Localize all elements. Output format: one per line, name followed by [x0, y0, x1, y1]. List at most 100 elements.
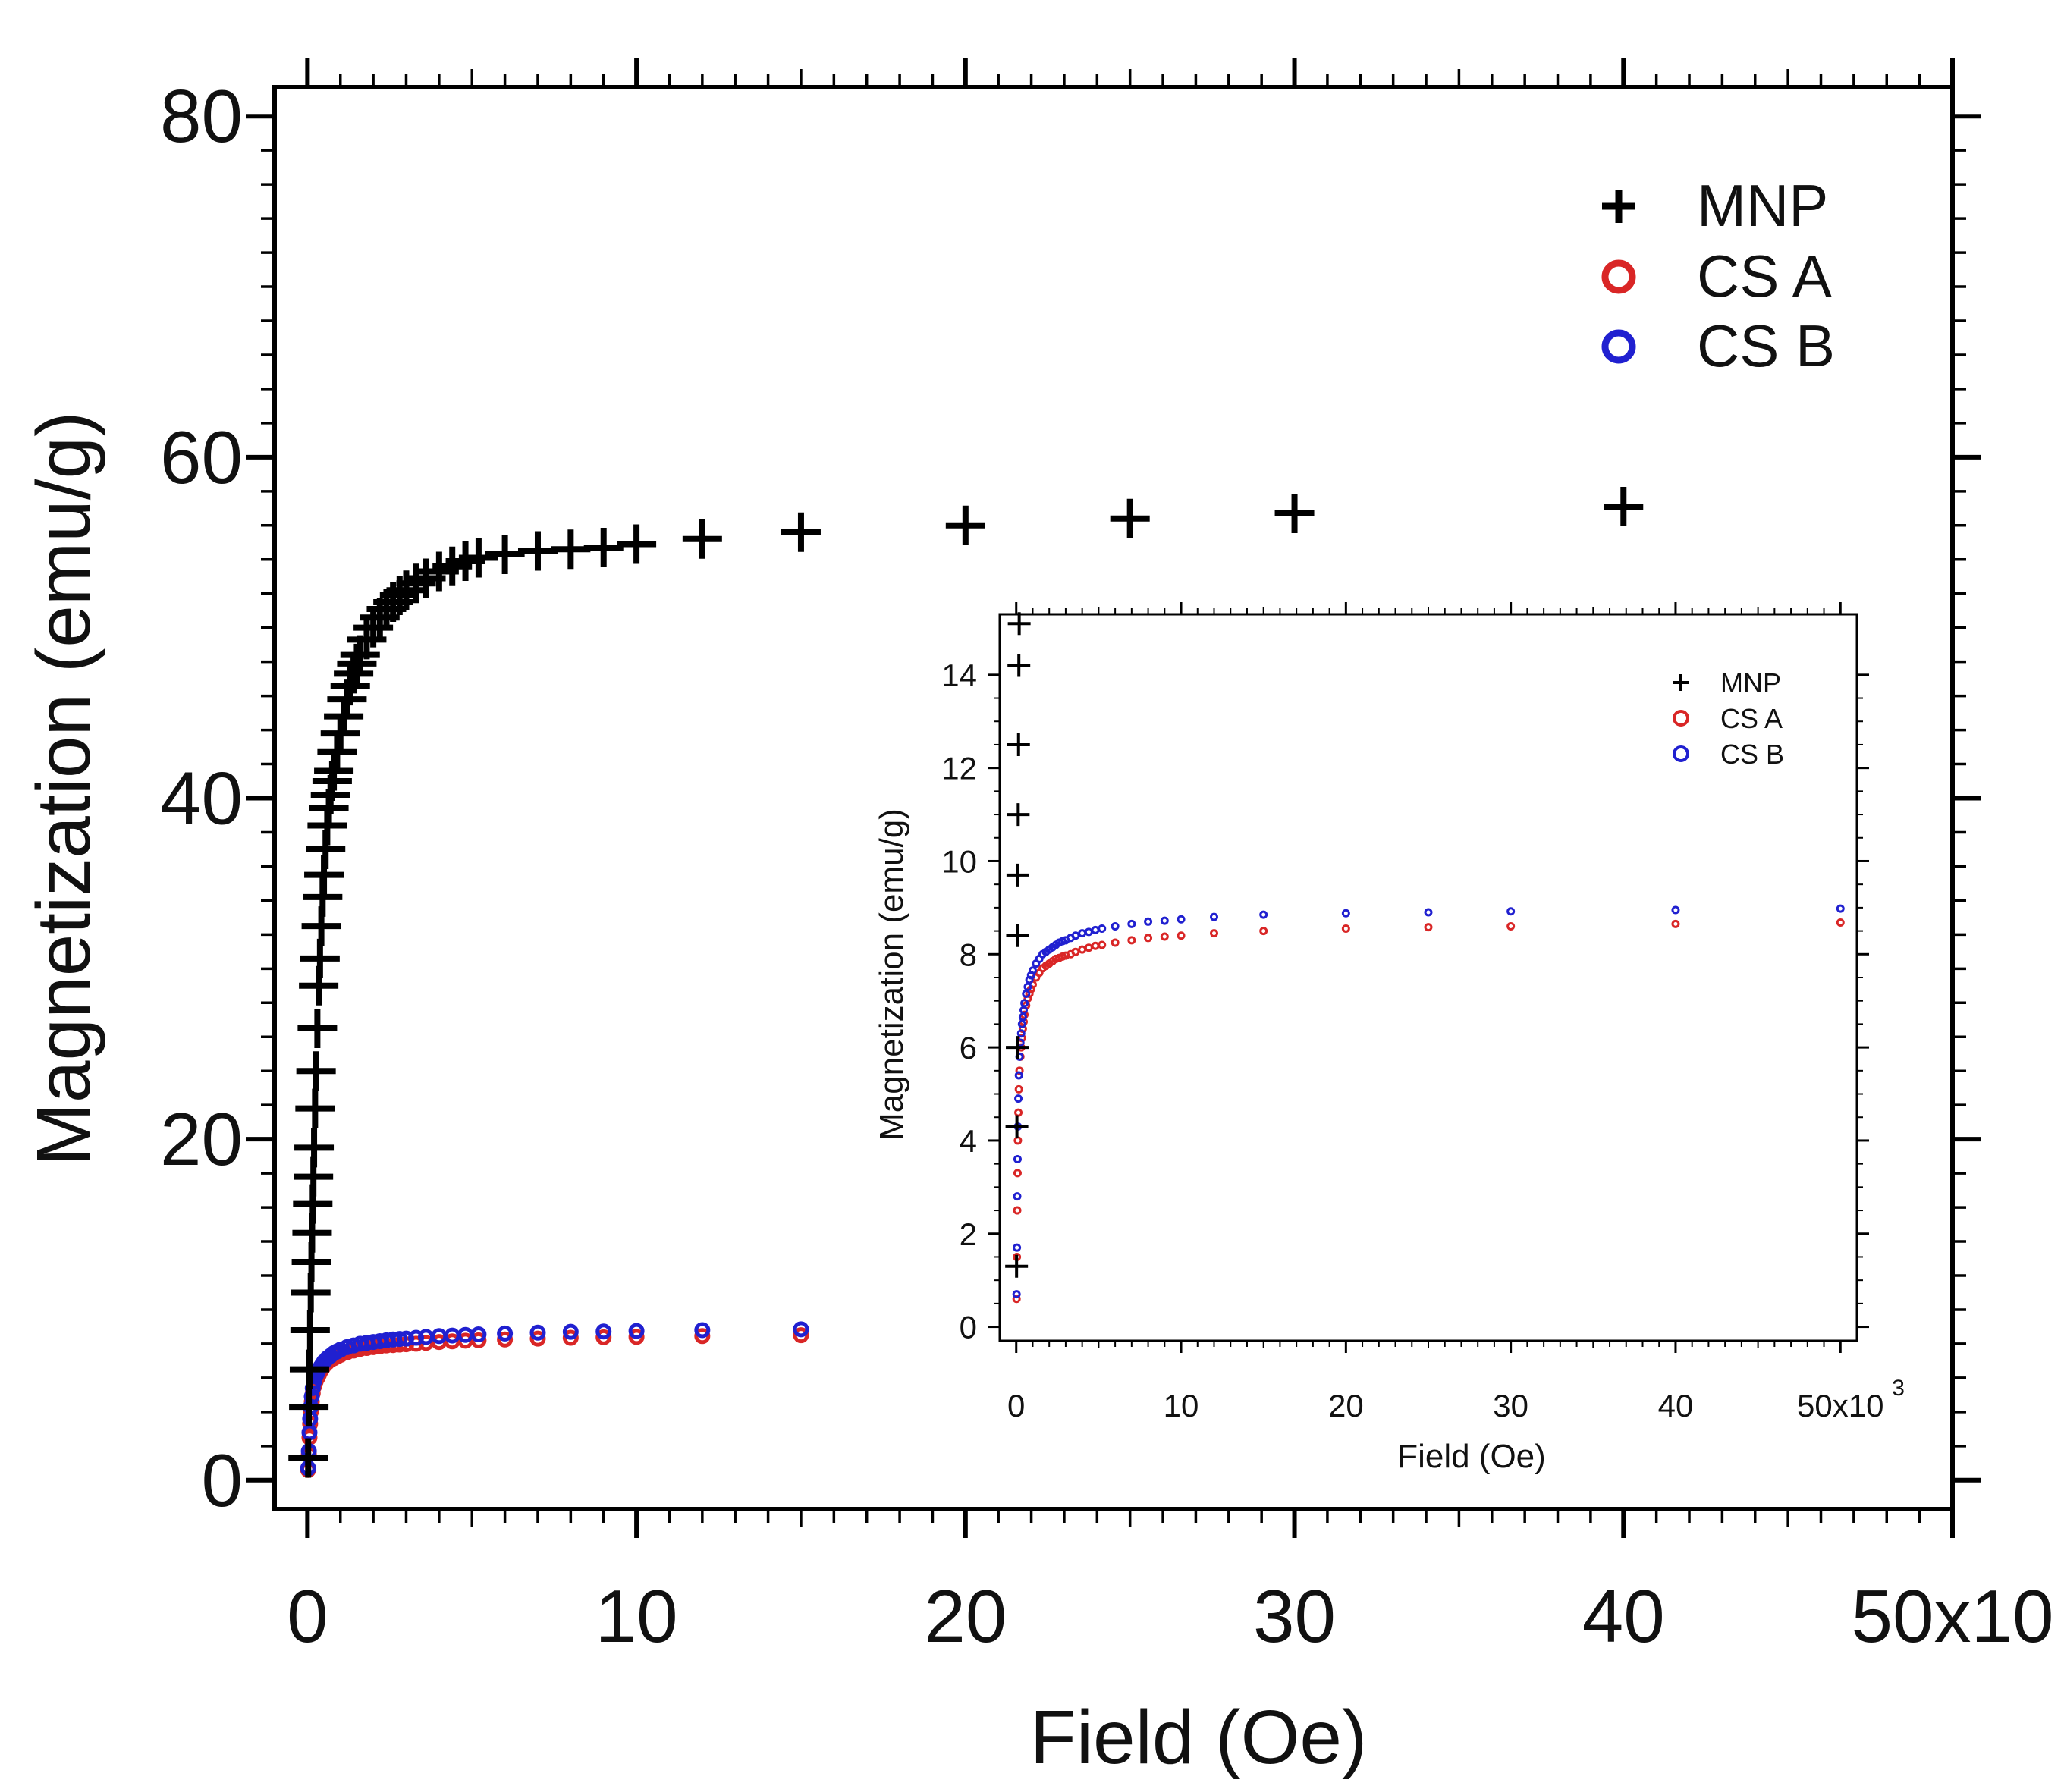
data-point-cs-b	[1023, 982, 1032, 991]
data-point-mnp	[617, 524, 657, 564]
data-point-mnp	[1006, 1036, 1029, 1059]
data-point-mnp	[295, 1088, 335, 1128]
data-point-cs-a	[1098, 940, 1107, 949]
main-legend-marker-cs-b	[1601, 329, 1636, 364]
x-tick-label: 30	[1493, 1388, 1528, 1423]
x-tick-label: 0	[287, 1574, 328, 1658]
data-point-mnp	[320, 714, 360, 754]
data-point-mnp	[682, 519, 722, 559]
data-point-cs-b	[1013, 1243, 1022, 1252]
data-point-cs-a	[1111, 938, 1120, 947]
data-point-mnp	[290, 1310, 330, 1350]
x-tick-label: 40	[1582, 1574, 1665, 1658]
x-tick-label: 10	[1164, 1388, 1199, 1423]
data-point-cs-a	[470, 1332, 487, 1348]
y-tick-label: 40	[160, 757, 243, 840]
main-data-points	[288, 487, 1644, 1478]
data-point-cs-b	[497, 1325, 514, 1342]
main-legend-label-cs-b: CS B	[1697, 312, 1835, 379]
data-point-cs-b	[694, 1322, 711, 1339]
data-point-cs-a	[497, 1331, 514, 1348]
data-point-cs-b	[1111, 921, 1120, 931]
x-tick-label: 20	[924, 1574, 1007, 1658]
data-point-cs-a	[793, 1327, 809, 1344]
inset-legend-label-mnp: MNP	[1720, 667, 1781, 698]
data-point-mnp	[1007, 654, 1031, 677]
data-point-mnp	[781, 512, 821, 552]
data-point-cs-b	[1160, 916, 1169, 925]
data-point-cs-b	[529, 1324, 546, 1341]
main-legend-marker-mnp	[1602, 190, 1635, 223]
inset-legend-marker-cs-a	[1673, 710, 1689, 727]
main-x-axis-title: Field (Oe)	[1030, 1695, 1368, 1780]
data-point-cs-b	[1506, 907, 1516, 916]
data-point-mnp	[1110, 498, 1150, 538]
data-point-cs-b	[1259, 910, 1268, 919]
data-point-cs-b	[1424, 908, 1433, 917]
data-point-cs-b	[470, 1326, 487, 1343]
data-point-cs-a	[1506, 921, 1516, 931]
data-point-cs-a	[562, 1329, 579, 1346]
data-point-mnp	[294, 1128, 335, 1168]
data-point-cs-b	[1028, 966, 1037, 975]
inset-y-axis-title: Magnetization (emu/g)	[873, 808, 910, 1141]
data-point-cs-b	[1020, 999, 1029, 1008]
inset-x-axis-title: Field (Oe)	[1397, 1438, 1546, 1475]
y-tick-label: 20	[160, 1097, 243, 1181]
data-point-mnp	[1005, 1254, 1029, 1278]
main-legend-marker-cs-a	[1601, 259, 1636, 294]
data-point-cs-b	[1012, 1290, 1021, 1299]
data-point-mnp	[945, 505, 985, 545]
data-point-cs-a	[1071, 947, 1080, 956]
data-point-cs-b	[391, 1331, 408, 1348]
x-tick-label: 0	[1007, 1388, 1025, 1423]
y-tick-label: 80	[160, 74, 243, 158]
data-point-cs-a	[1259, 927, 1268, 936]
data-point-mnp	[485, 535, 525, 575]
main-legend-label-cs-a: CS A	[1697, 243, 1832, 309]
inset-legend-marker-mnp	[1673, 674, 1689, 691]
data-point-cs-a	[628, 1329, 645, 1345]
data-point-cs-b	[1016, 1029, 1026, 1038]
x-tick-label: 40	[1658, 1388, 1694, 1423]
data-point-cs-b	[408, 1329, 425, 1346]
data-point-cs-a	[1160, 932, 1169, 941]
data-point-cs-b	[1144, 917, 1153, 926]
data-point-mnp	[396, 563, 436, 604]
data-point-cs-b	[595, 1323, 612, 1340]
main-legend-label-mnp: MNP	[1697, 172, 1828, 239]
data-point-cs-b	[1341, 909, 1350, 918]
data-point-cs-b	[1071, 931, 1080, 940]
data-point-cs-a	[1210, 929, 1218, 938]
data-point-cs-a	[1424, 923, 1433, 932]
data-point-mnp	[317, 732, 357, 772]
y-tick-label: 60	[160, 416, 243, 499]
data-point-cs-b	[1013, 1192, 1022, 1201]
data-point-mnp	[1274, 494, 1315, 534]
data-point-cs-a	[529, 1330, 546, 1347]
data-point-cs-a	[694, 1328, 711, 1345]
data-point-mnp	[551, 529, 591, 570]
y-tick-label: 4	[960, 1123, 977, 1159]
y-tick-label: 8	[960, 937, 977, 972]
data-point-mnp	[324, 696, 364, 736]
data-point-mnp	[583, 528, 624, 568]
inset-legend-marker-cs-b	[1673, 745, 1689, 762]
data-point-cs-a	[1836, 918, 1845, 927]
data-point-cs-b	[1022, 989, 1031, 998]
data-point-cs-a	[595, 1329, 612, 1345]
data-point-cs-b	[397, 1330, 414, 1347]
y-tick-label: 0	[960, 1310, 977, 1345]
x-tick-label: 50x10	[1797, 1388, 1883, 1423]
inset-background	[994, 610, 1858, 1346]
data-point-mnp	[386, 570, 426, 610]
data-point-mnp	[1007, 803, 1030, 827]
y-tick-label: 0	[201, 1439, 243, 1522]
x-tick-label: 30	[1253, 1574, 1336, 1658]
data-point-cs-b	[1210, 912, 1218, 921]
inset-data-points	[1005, 612, 1845, 1304]
y-tick-label: 14	[941, 657, 977, 693]
